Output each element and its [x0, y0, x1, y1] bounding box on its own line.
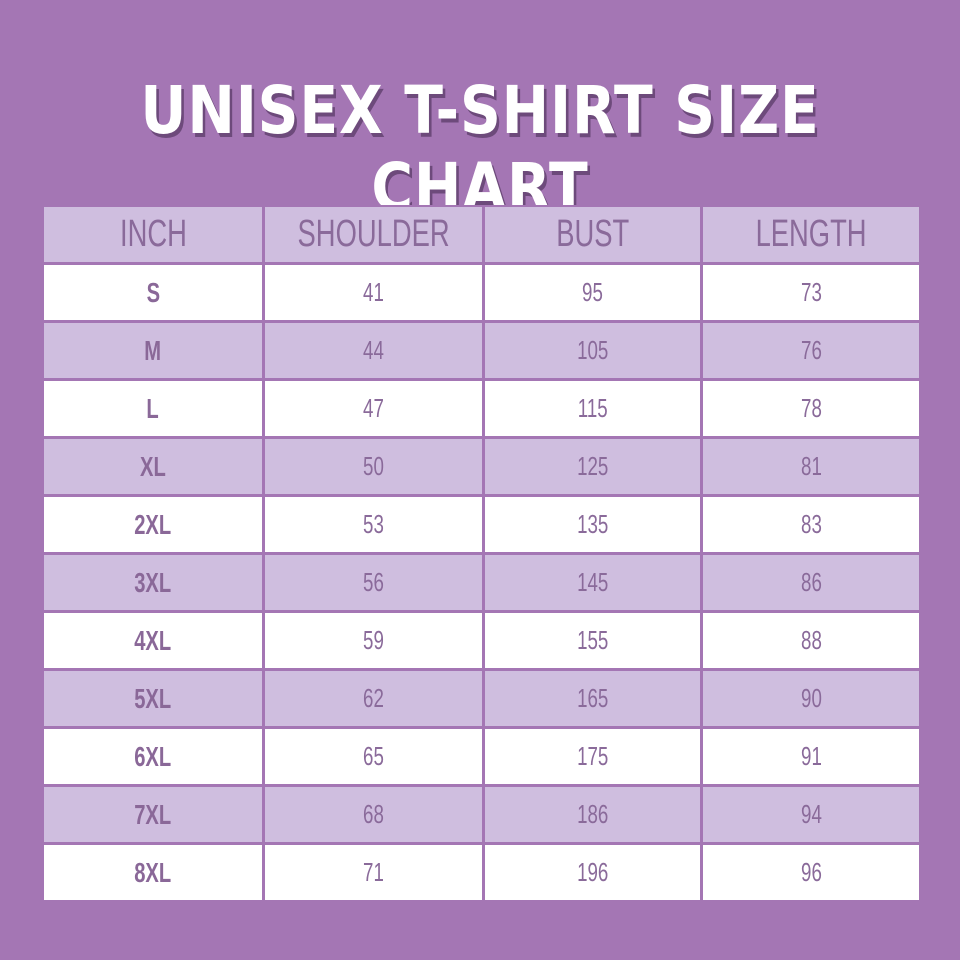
measurement-cell-length: 81: [703, 439, 919, 494]
measurement-cell-length: 83: [703, 497, 919, 552]
size-label: S: [146, 276, 160, 308]
measurement-value: 90: [800, 683, 822, 713]
size-label-cell: 8XL: [44, 845, 262, 900]
size-label-cell: 6XL: [44, 729, 262, 784]
size-label-cell: M: [44, 323, 262, 378]
measurement-cell-length: 91: [703, 729, 919, 784]
measurement-value: 44: [363, 335, 384, 365]
measurement-value: 68: [363, 799, 384, 829]
measurement-cell-bust: 175: [485, 729, 700, 784]
header-label: BUST: [556, 213, 629, 255]
size-label-cell: 3XL: [44, 555, 262, 610]
measurement-value: 94: [800, 799, 822, 829]
measurement-cell-bust: 125: [485, 439, 700, 494]
measurement-cell-shoulder: 68: [265, 787, 482, 842]
measurement-value: 145: [576, 567, 609, 597]
measurement-value: 135: [576, 509, 609, 539]
size-label: 4XL: [134, 624, 172, 656]
size-label: XL: [140, 450, 166, 482]
size-label-cell: S: [44, 265, 262, 320]
measurement-value: 76: [800, 335, 822, 365]
size-label-cell: 4XL: [44, 613, 262, 668]
measurement-value: 73: [800, 277, 822, 307]
size-label: M: [144, 334, 162, 366]
size-label: 8XL: [134, 856, 172, 888]
measurement-cell-bust: 105: [485, 323, 700, 378]
size-label: 2XL: [134, 508, 172, 540]
measurement-value: 125: [576, 451, 609, 481]
measurement-cell-length: 73: [703, 265, 919, 320]
measurement-value: 95: [582, 277, 603, 307]
header-cell-length: LENGTH: [703, 207, 919, 262]
measurement-value: 47: [363, 393, 384, 423]
measurement-value: 81: [800, 451, 822, 481]
measurement-value: 56: [363, 567, 384, 597]
measurement-value: 86: [800, 567, 822, 597]
size-label: 7XL: [134, 798, 172, 830]
measurement-cell-shoulder: 53: [265, 497, 482, 552]
measurement-cell-length: 88: [703, 613, 919, 668]
measurement-cell-shoulder: 62: [265, 671, 482, 726]
measurement-cell-bust: 95: [485, 265, 700, 320]
header-cell-bust: BUST: [485, 207, 700, 262]
measurement-cell-shoulder: 59: [265, 613, 482, 668]
measurement-cell-length: 90: [703, 671, 919, 726]
size-label-cell: 7XL: [44, 787, 262, 842]
measurement-cell-shoulder: 71: [265, 845, 482, 900]
measurement-cell-length: 76: [703, 323, 919, 378]
measurement-value: 71: [363, 857, 384, 887]
measurement-value: 50: [363, 451, 384, 481]
measurement-cell-length: 94: [703, 787, 919, 842]
page-title-text: Unisex T-Shirt Size Chart: [140, 72, 820, 226]
measurement-value: 65: [363, 741, 384, 771]
measurement-cell-shoulder: 56: [265, 555, 482, 610]
measurement-value: 83: [800, 509, 822, 539]
measurement-value: 96: [800, 857, 822, 887]
measurement-cell-length: 96: [703, 845, 919, 900]
measurement-cell-shoulder: 50: [265, 439, 482, 494]
header-cell-inch: INCH: [44, 207, 262, 262]
header-label: INCH: [119, 213, 187, 255]
measurement-cell-bust: 155: [485, 613, 700, 668]
measurement-cell-shoulder: 47: [265, 381, 482, 436]
measurement-cell-bust: 196: [485, 845, 700, 900]
measurement-cell-bust: 115: [485, 381, 700, 436]
measurement-value: 59: [363, 625, 384, 655]
measurement-value: 62: [363, 683, 384, 713]
size-label-cell: 2XL: [44, 497, 262, 552]
size-label-cell: L: [44, 381, 262, 436]
header-label: SHOULDER: [297, 213, 450, 255]
measurement-cell-length: 78: [703, 381, 919, 436]
size-chart-table: INCH SHOULDER BUST LENGTH S 41 95 73 M 44 105 76 L 47…: [42, 205, 921, 902]
measurement-cell-bust: 135: [485, 497, 700, 552]
measurement-cell-bust: 186: [485, 787, 700, 842]
size-label: L: [146, 392, 160, 424]
measurement-value: 105: [576, 335, 609, 365]
measurement-value: 78: [800, 393, 822, 423]
measurement-value: 175: [576, 741, 609, 771]
measurement-value: 115: [577, 393, 608, 423]
size-label: 6XL: [134, 740, 172, 772]
size-label: 5XL: [134, 682, 172, 714]
measurement-value: 196: [576, 857, 609, 887]
measurement-cell-bust: 165: [485, 671, 700, 726]
measurement-cell-shoulder: 44: [265, 323, 482, 378]
size-label-cell: 5XL: [44, 671, 262, 726]
measurement-cell-length: 86: [703, 555, 919, 610]
size-label-cell: XL: [44, 439, 262, 494]
measurement-value: 186: [576, 799, 609, 829]
measurement-cell-bust: 145: [485, 555, 700, 610]
header-cell-shoulder: SHOULDER: [265, 207, 482, 262]
measurement-cell-shoulder: 41: [265, 265, 482, 320]
measurement-value: 53: [363, 509, 384, 539]
measurement-value: 165: [576, 683, 609, 713]
page-title: Unisex T-Shirt Size Chart: [0, 72, 960, 226]
measurement-value: 155: [576, 625, 609, 655]
measurement-cell-shoulder: 65: [265, 729, 482, 784]
measurement-value: 91: [800, 741, 822, 771]
measurement-value: 41: [363, 277, 384, 307]
measurement-value: 88: [800, 625, 822, 655]
header-label: LENGTH: [755, 213, 867, 255]
size-label: 3XL: [134, 566, 172, 598]
